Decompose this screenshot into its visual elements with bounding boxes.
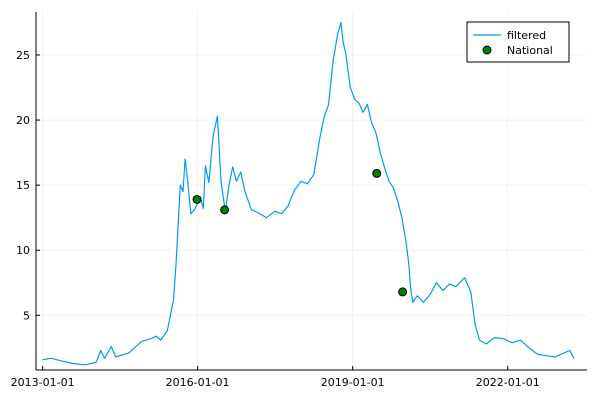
tick-labels: 2013-01-01 2016-01-01 2019-01-01 2022-01-01… <box>11 49 540 389</box>
y-tick-label: 25 <box>16 49 30 62</box>
y-tick-label: 15 <box>16 179 30 192</box>
legend-label-filtered: filtered <box>507 29 546 42</box>
x-tick-label: 2019-01-01 <box>321 376 385 389</box>
x-tick-label: 2013-01-01 <box>11 376 75 389</box>
legend-swatch-National <box>482 45 492 55</box>
data-point-National-0 <box>192 194 202 204</box>
grid <box>36 12 587 370</box>
data-point-National-2 <box>372 168 382 178</box>
data-point-National-3 <box>398 287 408 297</box>
series-line-filtered <box>42 21 575 366</box>
axes <box>35 12 587 371</box>
y-tick-label: 5 <box>23 309 30 322</box>
plot-area <box>42 21 575 366</box>
x-tick-label: 2022-01-01 <box>476 376 540 389</box>
legend: filtered National <box>466 21 570 63</box>
x-tick-label: 2016-01-01 <box>166 376 230 389</box>
data-point-National-1 <box>220 205 230 215</box>
legend-label-National: National <box>507 44 553 57</box>
legend-box <box>466 21 570 63</box>
y-tick-label: 20 <box>16 114 30 127</box>
y-tick-label: 10 <box>16 244 30 257</box>
